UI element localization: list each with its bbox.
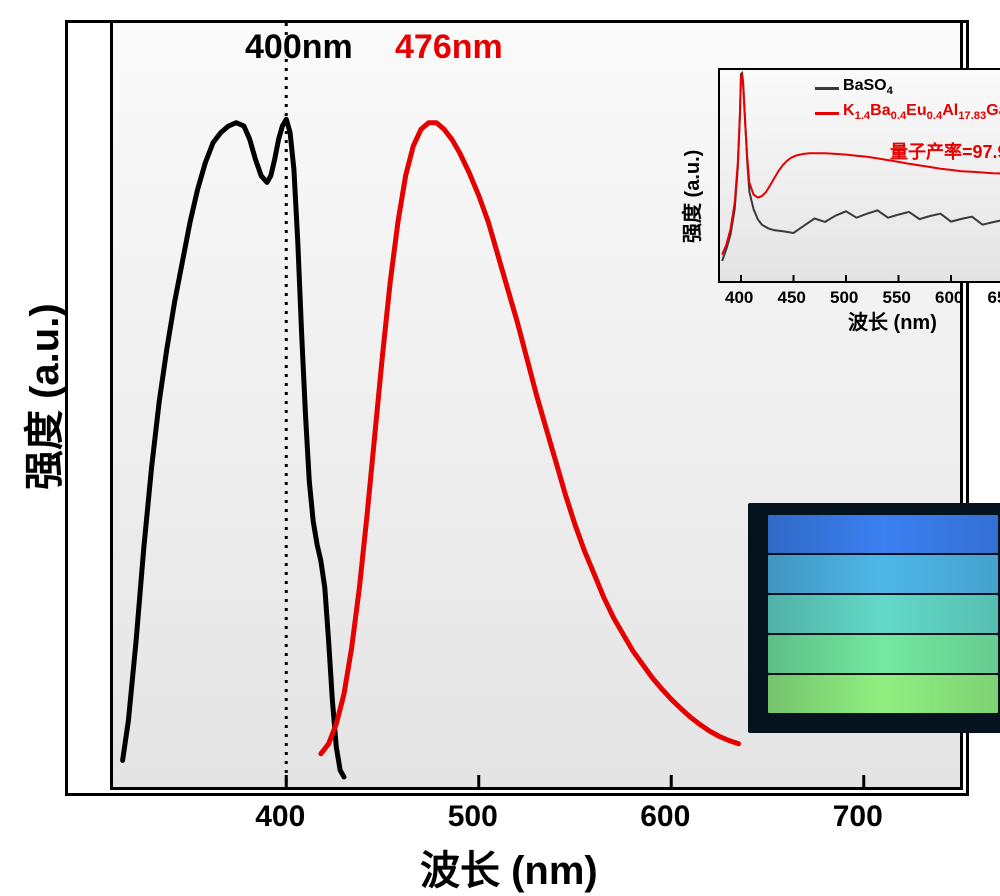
inset-x-tick-500: 500 bbox=[830, 288, 858, 308]
quantum-yield-text: 量子产率=97.97% bbox=[890, 138, 1000, 164]
photo-strip-3 bbox=[768, 595, 998, 633]
photo-strip-1 bbox=[768, 515, 998, 553]
x-tick-700: 700 bbox=[833, 800, 883, 834]
photo-inset bbox=[748, 503, 1000, 733]
x-tick-600: 600 bbox=[640, 800, 690, 834]
peak-label-476nm: 476nm bbox=[395, 28, 503, 67]
legend-swatch-sample bbox=[815, 112, 839, 115]
inset-legend: BaSO4 K1.4Ba0.4Eu0.4Al17.83Ga4O33.9 bbox=[815, 76, 1000, 126]
y-axis-label: 强度 (a.u.) bbox=[12, 303, 70, 490]
inset-x-tick-450: 450 bbox=[778, 288, 806, 308]
inset-x-tick-600: 600 bbox=[935, 288, 963, 308]
x-tick-500: 500 bbox=[448, 800, 498, 834]
legend-swatch-baso4 bbox=[815, 87, 839, 90]
photo-strip-2 bbox=[768, 555, 998, 593]
inset-chart: 强度 (a.u.) BaSO4 K1.4Ba0.4Eu0.4Al17.83Ga4… bbox=[668, 63, 1000, 333]
inset-x-tick-400: 400 bbox=[725, 288, 753, 308]
peak-label-400nm: 400nm bbox=[245, 28, 353, 67]
inset-legend-item-sample: K1.4Ba0.4Eu0.4Al17.83Ga4O33.9 bbox=[815, 101, 1000, 126]
x-tick-400: 400 bbox=[255, 800, 305, 834]
photo-strip-4 bbox=[768, 635, 998, 673]
inset-x-axis-label: 波长 (nm) bbox=[848, 306, 937, 335]
legend-label-sample: K1.4Ba0.4Eu0.4Al17.83Ga4O33.9 bbox=[843, 101, 1000, 126]
inset-legend-item-baso4: BaSO4 bbox=[815, 76, 1000, 101]
inset-x-tick-650: 650 bbox=[988, 288, 1000, 308]
inset-plot-area: BaSO4 K1.4Ba0.4Eu0.4Al17.83Ga4O33.9 量子产率… bbox=[718, 68, 1000, 283]
legend-label-baso4: BaSO4 bbox=[843, 76, 893, 101]
main-plot-area: 强度 (a.u.) BaSO4 K1.4Ba0.4Eu0.4Al17.83Ga4… bbox=[110, 20, 963, 790]
x-axis-label: 波长 (nm) bbox=[420, 838, 598, 896]
inset-y-axis-label: 强度 (a.u.) bbox=[676, 150, 705, 243]
inset-x-tick-550: 550 bbox=[883, 288, 911, 308]
photo-strip-5 bbox=[768, 675, 998, 713]
